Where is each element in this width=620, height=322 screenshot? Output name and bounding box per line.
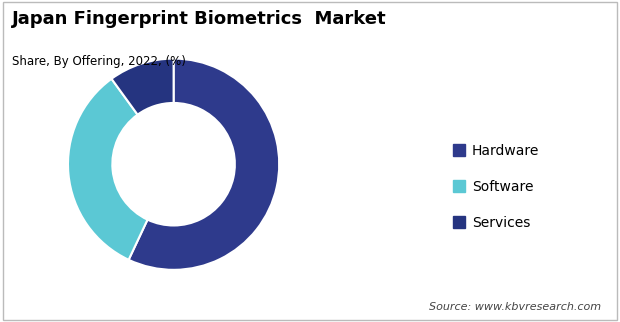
Wedge shape [112, 59, 174, 115]
Text: Source: www.kbvresearch.com: Source: www.kbvresearch.com [429, 302, 601, 312]
Wedge shape [128, 59, 279, 270]
Wedge shape [68, 79, 148, 260]
Text: Japan Fingerprint Biometrics  Market: Japan Fingerprint Biometrics Market [12, 10, 387, 28]
Text: Share, By Offering, 2022, (%): Share, By Offering, 2022, (%) [12, 55, 186, 68]
Legend: Hardware, Software, Services: Hardware, Software, Services [447, 138, 545, 235]
